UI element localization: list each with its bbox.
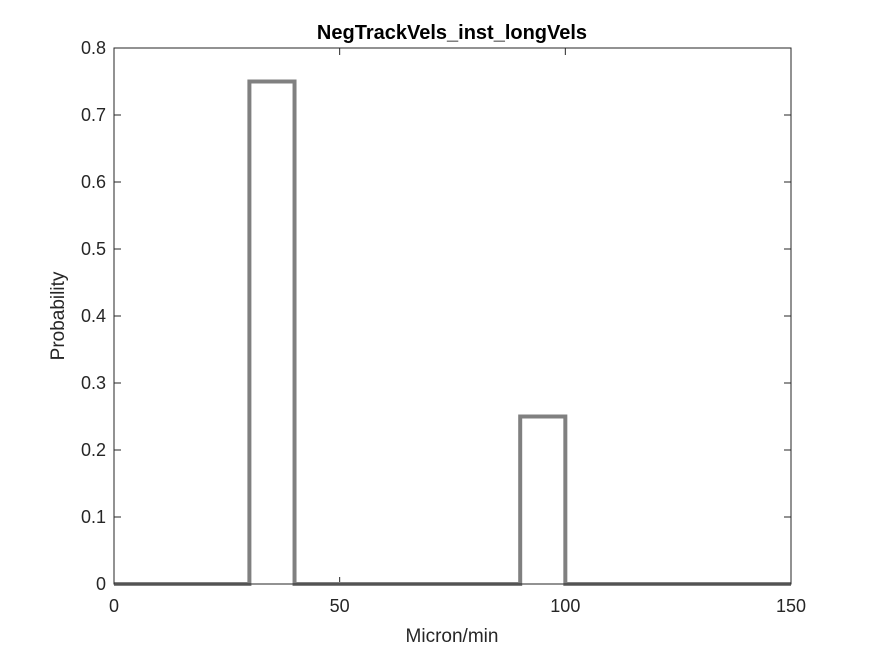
y-axis-label: Probability <box>48 271 69 360</box>
y-tick-label: 0.5 <box>81 239 106 259</box>
x-axis-label: Micron/min <box>406 626 499 647</box>
x-tick-label: 0 <box>109 596 119 616</box>
y-tick-label: 0.1 <box>81 507 106 527</box>
y-axis: 0 0.1 0.2 0.3 0.4 0.5 0.6 0.7 0.8 <box>81 38 791 594</box>
y-tick-label: 0.4 <box>81 306 106 326</box>
series-layer <box>114 79 791 586</box>
x-tick-label: 100 <box>550 596 580 616</box>
y-tick-label: 0.8 <box>81 38 106 58</box>
x-tick-label: 50 <box>330 596 350 616</box>
series-line-0 <box>114 79 791 586</box>
y-tick-label: 0.2 <box>81 440 106 460</box>
y-tick-label: 0.6 <box>81 172 106 192</box>
y-tick-label: 0.7 <box>81 105 106 125</box>
y-tick-label: 0 <box>96 574 106 594</box>
chart-title: NegTrackVels_inst_longVels <box>317 22 587 44</box>
y-tick-label: 0.3 <box>81 373 106 393</box>
x-axis: 0 50 100 150 <box>109 48 806 616</box>
plot-frame <box>113 47 792 585</box>
x-tick-label: 150 <box>776 596 806 616</box>
